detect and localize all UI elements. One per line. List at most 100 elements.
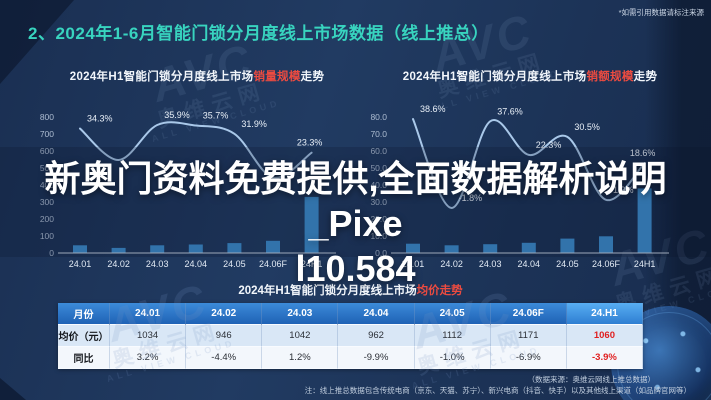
x-axis-label: 24.03 [146, 259, 169, 269]
table-header-7: 24.H1 [566, 303, 643, 325]
yoy-label: 1.9% [613, 185, 634, 195]
y-axis-tick-label: 100 [40, 231, 54, 241]
yoy-label: 35.9% [164, 110, 190, 120]
x-axis-label: 24.05 [223, 259, 246, 269]
cell-0-2: 1042 [262, 325, 339, 347]
yoy-label: 30.5% [574, 122, 600, 132]
x-axis-label: 24.03 [479, 259, 502, 269]
yoy-label: 37.6% [497, 106, 523, 116]
y-axis-tick-label: 80.0 [370, 112, 387, 122]
yoy-label: 18.6% [630, 148, 656, 158]
footnotes: （数据来源：奥维云网线上推总数据） 注：线上推总数据包含传统电商（京东、天猫、苏… [305, 374, 691, 396]
cell-1-3: -9.9% [338, 347, 415, 369]
price-title-highlight: 均价走势 [416, 285, 463, 297]
bar-24.03 [150, 245, 165, 253]
cell-0-3: 962 [338, 325, 415, 347]
table-header-5: 24.05 [414, 303, 491, 325]
corner-decoration-bottom-left [0, 378, 26, 400]
y-axis-tick-label: 50.0 [370, 163, 387, 173]
y-axis-tick-label: 40.0 [370, 180, 387, 190]
row-label-1: 同比 [58, 347, 110, 369]
cell-0-1: 946 [186, 325, 263, 347]
bar-24.03 [483, 244, 498, 253]
overlay-watermark-text: 新奥门资料免费提供,全面数据解析说明_Pixe l10.584 [0, 156, 711, 291]
y-axis-tick-label: 600 [40, 146, 54, 156]
value-trend-svg: 0.0 10.0 20.0 30.0 40.0 50.0 60.0 70.0 80.0 24.01… [370, 104, 669, 269]
y-axis-tick-label: 60.0 [370, 146, 387, 156]
overlay-line-2: l10.584 [295, 248, 416, 289]
value-chart: 0.0 10.0 20.0 30.0 40.0 50.0 60.0 70.0 80.0 24.01… [365, 104, 695, 288]
value-chart-title: 2024年H1智能门锁分月度线上市场销额规模走势 [365, 68, 695, 84]
x-axis-label: 24.05 [556, 259, 579, 269]
citation-note: *如需引用数据请标注来源 [618, 8, 704, 17]
table-header-3: 24.03 [262, 303, 339, 325]
methodology-note: 注：线上推总数据包含传统电商（京东、天猫、苏宁）、新兴电商（抖音、快手）以及其他… [304, 386, 691, 395]
cell-1-4: -1.0% [414, 347, 491, 369]
table-header-2: 24.02 [186, 303, 263, 325]
yoy-label: 31.9% [241, 119, 267, 129]
y-axis-tick-label: 10.0 [370, 231, 387, 241]
bar-24.02 [111, 247, 126, 253]
overlay-line-1: 新奥门资料免费提供,全面数据解析说明_Pixe [44, 158, 667, 244]
x-axis-label: 24H1 [634, 259, 656, 269]
x-axis-label: 24.01 [402, 259, 425, 269]
bar-24.04 [188, 244, 203, 253]
y-axis-tick-label: 70.0 [370, 129, 387, 139]
bar-24H1 [304, 196, 319, 253]
yoy-label: 22.3% [536, 140, 562, 150]
y-axis-tick-label: 500 [40, 163, 54, 173]
value-chart-panel: 2024年H1智能门锁分月度线上市场销额规模走势 0.0 10.0 20.0 30.0… [365, 62, 695, 284]
y-axis-tick-label: 20.0 [370, 214, 387, 224]
cell-0-4: 1112 [414, 325, 491, 347]
y-axis-tick-label: 400 [40, 180, 54, 190]
yoy-label: 35.7% [203, 111, 229, 121]
bar-24.05 [560, 238, 575, 253]
x-axis-label: 24.02 [107, 259, 130, 269]
x-axis-label: 24.06F [592, 259, 621, 269]
value-title-prefix: 2024年H1智能门锁分月度线上市场 [402, 71, 587, 83]
y-axis-tick-label: 800 [40, 112, 54, 122]
cell-0-5: 1171 [490, 325, 567, 347]
x-axis-label: 24.02 [440, 259, 463, 269]
yoy-line [412, 118, 646, 210]
cell-0-0: 1034 [110, 325, 187, 347]
overlay-band [0, 147, 711, 257]
price-table: 月份 24.01 24.02 24.03 24.04 24.05 24.06F 24.H1 均价… [58, 303, 643, 369]
bar-24H1 [637, 188, 652, 253]
yoy-label: 38.6% [420, 105, 446, 114]
volume-chart-panel: 2024年H1智能门锁分月度线上市场销量规模走势 0 100 200 300 400 50… [32, 62, 362, 284]
volume-title-highlight: 销量规模 [253, 71, 301, 83]
x-axis-label: 24.04 [518, 259, 541, 269]
cell-0-6: 1060 [566, 325, 643, 347]
y-axis-tick-label: 30.0 [370, 197, 387, 207]
price-title-prefix: 2024年H1智能门锁分月度线上市场 [238, 285, 417, 297]
volume-chart: 0 100 200 300 400 500 600 700 800 24.01 24.02 24.03… [32, 105, 362, 288]
y-axis-tick-label: 0.0 [375, 248, 387, 258]
price-table-panel: 2024年H1智能门锁分月度线上市场均价走势 月份 24.01 24.02 24.03… [58, 282, 643, 369]
bar-24.06F [266, 240, 280, 253]
table-header-6: 24.06F [490, 303, 567, 325]
cell-1-5: -6.9% [490, 347, 567, 369]
y-axis-tick-label: 0 [49, 248, 54, 258]
cell-1-2: 1.2% [262, 347, 339, 369]
yoy-label: -1.8% [459, 193, 483, 203]
value-title-highlight: 销额规模 [586, 71, 634, 83]
data-source-note: （数据来源：奥维云网线上推总数据） [527, 375, 656, 384]
volume-title-suffix: 走势 [300, 71, 325, 83]
volume-title-prefix: 2024年H1智能门锁分月度线上市场 [69, 71, 254, 83]
yoy-label: 34.3% [87, 114, 113, 124]
y-axis-tick-label: 300 [40, 197, 54, 207]
bar-24.01 [406, 243, 420, 253]
yoy-label: 23.3% [297, 138, 323, 148]
x-axis-label: 24H1 [301, 259, 323, 269]
table-header-4: 24.04 [338, 303, 415, 325]
x-axis-label: 24.01 [69, 259, 92, 269]
x-axis-label: 24.04 [185, 259, 208, 269]
bar-24.02 [444, 245, 459, 253]
volume-trend-svg: 0 100 200 300 400 500 600 700 800 24.01 24.02 24.03… [40, 110, 336, 269]
volume-chart-title: 2024年H1智能门锁分月度线上市场销量规模走势 [32, 68, 362, 84]
yoy-line [79, 121, 313, 179]
table-header-1: 24.01 [110, 303, 187, 325]
cell-1-1: -4.4% [186, 347, 263, 369]
